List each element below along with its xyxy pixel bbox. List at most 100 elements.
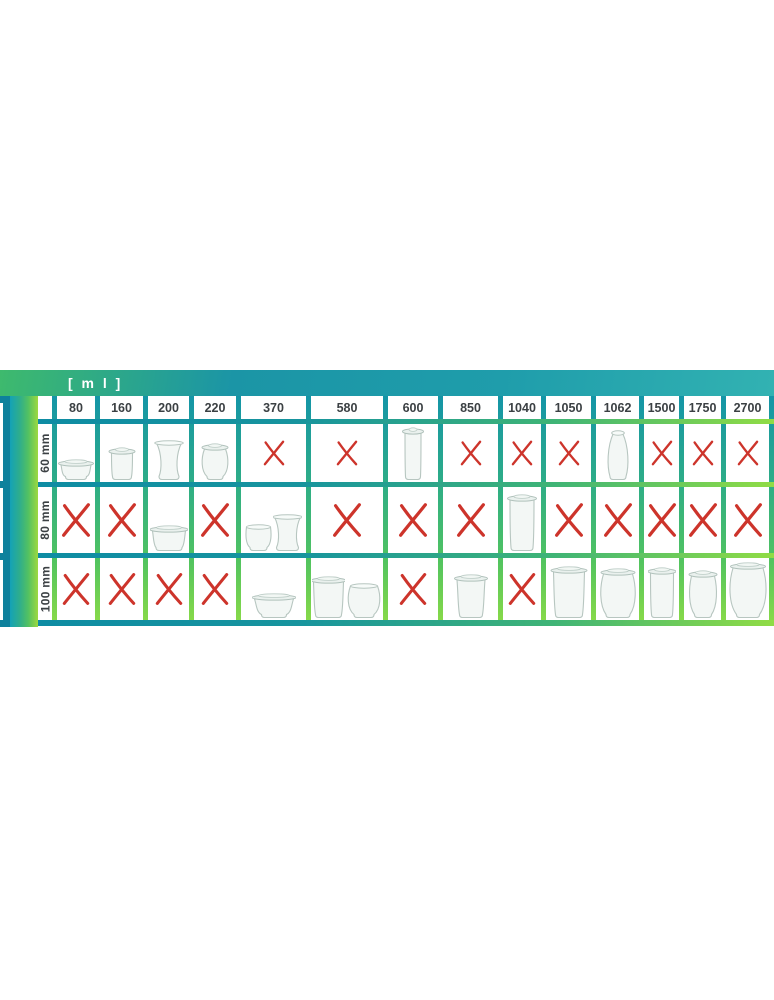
x-mark-icon xyxy=(734,438,762,468)
grid-cell xyxy=(726,424,769,482)
grid-line-h xyxy=(38,419,774,424)
grid-cell xyxy=(311,558,383,620)
grid-line-h xyxy=(38,482,774,487)
x-mark-icon xyxy=(104,570,140,608)
grid-cell xyxy=(644,424,679,482)
jar-mold-icon xyxy=(550,566,588,619)
x-mark-icon xyxy=(103,500,141,540)
x-mark-icon xyxy=(196,500,234,540)
row-label: 60 mm xyxy=(38,424,52,482)
grid-cell xyxy=(596,487,639,553)
jar-bottle-icon xyxy=(605,427,631,481)
x-mark-icon xyxy=(151,570,187,608)
x-mark-icon xyxy=(394,500,432,540)
jar-tall-cyl-icon xyxy=(402,427,424,481)
jar-tulip-s-icon xyxy=(199,443,231,481)
grid-cell xyxy=(194,424,236,482)
grid-cell xyxy=(503,558,541,620)
grid-cell xyxy=(100,558,143,620)
grid-cell xyxy=(684,487,721,553)
grid-cell xyxy=(148,558,189,620)
grid-cell xyxy=(596,558,639,620)
column-header: 600 xyxy=(388,396,438,419)
grid-cell xyxy=(194,487,236,553)
x-mark-icon xyxy=(504,570,540,608)
grid-cell xyxy=(546,487,591,553)
grid-cell xyxy=(388,558,438,620)
row-label-text: 80 mm xyxy=(38,500,52,540)
unit-header-bar: [ m l ] xyxy=(0,370,774,396)
column-header: 2700 xyxy=(726,396,769,419)
edge-tab xyxy=(0,553,10,560)
column-header: 80 xyxy=(57,396,95,419)
grid-line-h xyxy=(38,553,774,558)
x-mark-icon xyxy=(260,438,288,468)
column-header: 580 xyxy=(311,396,383,419)
grid-cell xyxy=(100,424,143,482)
edge-tab xyxy=(0,396,10,403)
grid-cell xyxy=(684,424,721,482)
jar-tall-cyl-l-icon xyxy=(507,494,537,552)
x-mark-icon xyxy=(555,438,583,468)
row-label-text: 60 mm xyxy=(38,433,52,473)
grid-cell xyxy=(57,558,95,620)
row-label: 100 mm xyxy=(38,558,52,620)
grid-cell xyxy=(311,424,383,482)
jar-tulip-xl-icon xyxy=(727,562,769,619)
grid-cell xyxy=(443,424,498,482)
jar-hourglass-l-icon xyxy=(272,511,303,552)
grid-cell xyxy=(57,424,95,482)
x-mark-icon xyxy=(599,500,637,540)
diameter-axis-bar xyxy=(10,396,38,627)
grid-cell xyxy=(546,424,591,482)
jar-tulip-l-icon xyxy=(598,568,638,619)
jar-bowl-icon xyxy=(245,521,272,552)
grid-cell xyxy=(443,558,498,620)
grid-cell xyxy=(503,487,541,553)
grid-cell xyxy=(644,558,679,620)
column-header: 1050 xyxy=(546,396,591,419)
x-mark-icon xyxy=(648,438,676,468)
x-mark-icon xyxy=(328,500,366,540)
grid-cell xyxy=(311,487,383,553)
grid-cell xyxy=(644,487,679,553)
column-header: 1500 xyxy=(644,396,679,419)
grid-cell xyxy=(726,558,769,620)
x-mark-icon xyxy=(508,438,536,468)
unit-label: [ m l ] xyxy=(68,375,123,391)
jar-tulip-m-icon xyxy=(687,570,719,619)
left-edge-strip xyxy=(3,396,10,627)
grid-cell xyxy=(241,424,306,482)
column-header: 160 xyxy=(100,396,143,419)
edge-tab xyxy=(0,620,10,627)
x-mark-icon xyxy=(689,438,717,468)
jar-mini-icon xyxy=(58,459,94,481)
x-mark-icon xyxy=(550,500,588,540)
column-header: 200 xyxy=(148,396,189,419)
jar-cyl-l-icon xyxy=(647,567,676,619)
x-mark-icon xyxy=(452,500,490,540)
grid-cell xyxy=(148,424,189,482)
grid-cell xyxy=(194,558,236,620)
x-mark-icon xyxy=(58,570,94,608)
x-mark-icon xyxy=(729,500,767,540)
column-header: 220 xyxy=(194,396,236,419)
jar-straight-icon xyxy=(311,576,347,619)
edge-tab xyxy=(0,481,10,488)
jar-tall-icon xyxy=(453,574,488,619)
column-header: 1750 xyxy=(684,396,721,419)
grid-cell xyxy=(546,558,591,620)
column-header: 850 xyxy=(443,396,498,419)
grid-cell xyxy=(57,487,95,553)
grid-cell xyxy=(148,487,189,553)
jar-small-cyl-icon xyxy=(108,447,136,481)
grid-line-h xyxy=(38,620,774,626)
grid-cell xyxy=(684,558,721,620)
column-header: 1040 xyxy=(503,396,541,419)
row-label-text: 100 mm xyxy=(38,565,52,613)
x-mark-icon xyxy=(57,500,95,540)
header-corner-cell xyxy=(38,396,52,419)
x-mark-icon xyxy=(684,500,721,540)
x-mark-icon xyxy=(197,570,233,608)
row-label: 80 mm xyxy=(38,487,52,553)
